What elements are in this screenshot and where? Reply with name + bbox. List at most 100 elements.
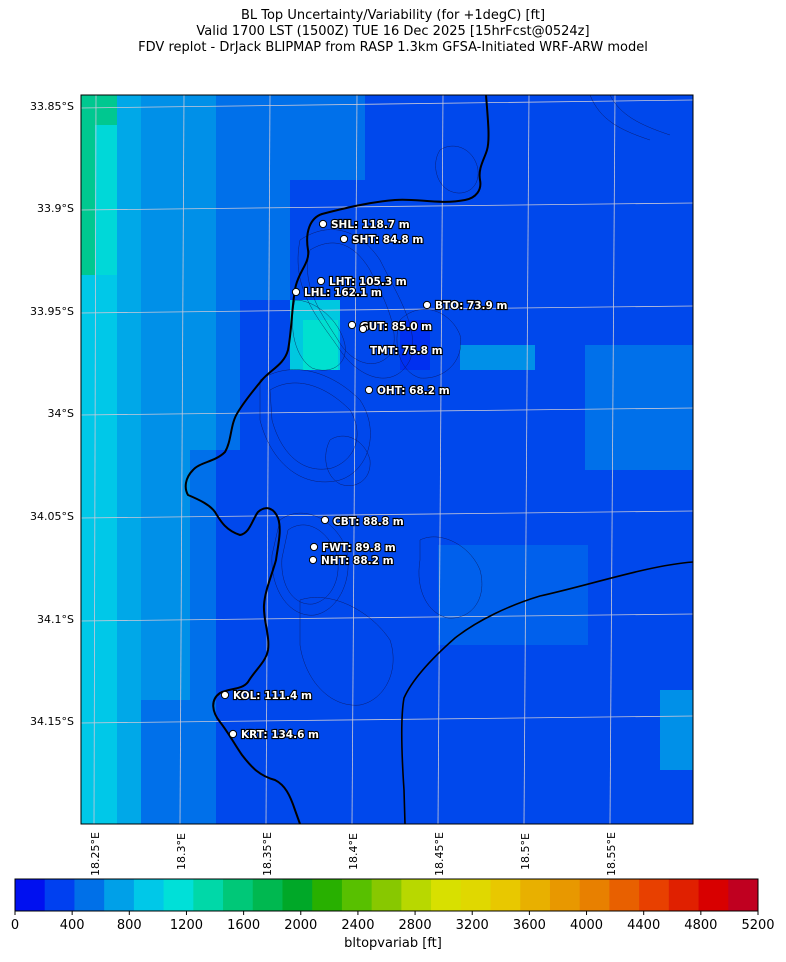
lon-label-18-4: 18.4°E <box>347 833 360 870</box>
station-label-bto: BTO: 73.9 m <box>435 300 508 312</box>
station-label-krt: KRT: 134.6 m <box>241 729 319 741</box>
colorbar-segment <box>728 879 759 911</box>
colorbar-tick-label: 4000 <box>569 918 604 933</box>
field-green-patch <box>81 95 95 275</box>
colorbar-segment <box>282 879 313 911</box>
colorbar-segment <box>74 879 105 911</box>
terrain-contours <box>259 95 671 706</box>
lat-label-34-15: 34.15°S <box>30 715 74 728</box>
station-marker-kol <box>220 690 230 700</box>
station-label-lhl: LHL: 162.1 m <box>304 287 382 299</box>
station-label-shl: SHL: 118.7 m <box>331 219 410 231</box>
station-marker-krt <box>228 729 238 739</box>
map-source: FDV replot - DrJack BLIPMAP from RASP 1.… <box>138 40 648 55</box>
colorbar-segment <box>579 879 610 911</box>
station-marker-shl <box>318 219 328 229</box>
colorbar-segment <box>698 879 729 911</box>
colorbar-segment <box>490 879 521 911</box>
lat-label-34-05: 34.05°S <box>30 510 74 523</box>
station-marker-tmt <box>358 324 368 334</box>
lat-label-33-85: 33.85°S <box>30 100 74 113</box>
map-field <box>81 95 693 824</box>
colorbar-tick-label: 2800 <box>398 918 432 933</box>
field-east-cell-1 <box>460 345 535 370</box>
station-marker-lhl <box>291 287 301 297</box>
colorbar-tick-label: 4400 <box>627 918 661 933</box>
colorbar-frame <box>14 878 759 912</box>
field-green-top <box>81 95 117 125</box>
colorbar-tick-label: 800 <box>116 918 142 933</box>
colorbar-segment <box>431 879 462 911</box>
colorbar-segment <box>668 879 700 911</box>
colorbar-tick-label: 2000 <box>284 918 318 933</box>
field-dark-cell <box>400 320 430 370</box>
lat-label-33-95: 33.95°S <box>30 305 74 318</box>
lat-label-33-9: 33.9°S <box>37 202 74 215</box>
lat-label-34: 34°S <box>47 407 74 420</box>
colorbar-segment <box>312 879 343 911</box>
station-label-gut: GUT: 85.0 m <box>360 321 432 333</box>
colorbar-segment <box>223 879 254 911</box>
colorbar-segment <box>15 879 46 911</box>
colorbar-segment <box>609 879 640 911</box>
field-coastal-band <box>141 95 365 824</box>
colorbar <box>14 878 759 915</box>
lon-label-18-3: 18.3°E <box>175 833 188 870</box>
lon-label-18-55: 18.55°E <box>605 832 618 876</box>
station-marker-fwt <box>309 542 319 552</box>
colorbar-tick-label: 1600 <box>227 918 261 933</box>
colorbar-label: bltopvariab [ft] <box>344 936 442 951</box>
field-east-cell-3 <box>660 690 693 770</box>
colorbar-tick-label: 2400 <box>341 918 375 933</box>
colorbar-segment <box>460 879 492 911</box>
station-marker-sht <box>339 234 349 244</box>
station-marker-gut <box>347 320 357 330</box>
colorbar-segment <box>44 879 75 911</box>
colorbar-tick-label: 0 <box>10 918 20 933</box>
colorbar-segment <box>341 879 373 911</box>
colorbar-segment <box>520 879 551 911</box>
station-marker-lht <box>316 276 326 286</box>
field-peak-core <box>303 320 338 370</box>
colorbar-segment <box>549 879 581 911</box>
lon-label-18-35: 18.35°E <box>261 832 274 876</box>
colorbar-segment <box>639 879 670 911</box>
station-markers: SHL: 118.7 m SHT: 84.8 m LHT: 105.3 mLHL: … <box>220 218 509 742</box>
field-east-cell-4 <box>438 545 588 645</box>
lon-label-18-5: 18.5°E <box>519 833 532 870</box>
colorbar-segment <box>401 879 432 911</box>
map-title: BL Top Uncertainty/Variability (for +1de… <box>240 8 546 23</box>
lat-label-34-1: 34.1°S <box>37 613 74 626</box>
station-label-kol: KOL: 111.4 m <box>233 690 312 702</box>
station-marker-nht <box>308 555 318 565</box>
coastline-west <box>184 95 490 824</box>
colorbar-segment <box>252 879 283 911</box>
station-label-oht: OHT: 68.2 m <box>377 385 450 397</box>
station-marker-bto <box>422 300 432 310</box>
station-marker-cbt <box>320 515 330 525</box>
colorbar-segment <box>371 879 402 911</box>
station-label-cbt: CBT: 88.8 m <box>333 516 404 528</box>
boundary-east <box>400 561 693 824</box>
station-marker-oht <box>364 385 374 395</box>
station-label-lht: LHT: 105.3 m <box>329 276 407 288</box>
station-label-nht: NHT: 88.2 m <box>321 555 394 567</box>
colorbar-segment <box>104 879 135 911</box>
colorbar-segment <box>163 879 194 911</box>
lon-label-18-25: 18.25°E <box>89 832 102 876</box>
map-frame <box>80 94 694 825</box>
map-valid-time: Valid 1700 LST (1500Z) TUE 16 Dec 2025 [… <box>196 24 590 39</box>
station-label-tmt: TMT: 75.8 m <box>370 345 443 357</box>
graticule <box>81 95 693 824</box>
colorbar-segment <box>133 879 165 911</box>
field-east-cell-2 <box>585 345 693 470</box>
colorbar-tick-label: 4800 <box>684 918 718 933</box>
colorbar-tick-label: 1200 <box>169 918 203 933</box>
colorbar-tick-label: 3200 <box>455 918 489 933</box>
colorbar-tick-label: 400 <box>59 918 85 933</box>
station-label-sht: SHT: 84.8 m <box>352 234 423 246</box>
colorbar-segment <box>193 879 224 911</box>
lon-label-18-45: 18.45°E <box>433 832 446 876</box>
colorbar-tick-label: 5200 <box>741 918 775 933</box>
